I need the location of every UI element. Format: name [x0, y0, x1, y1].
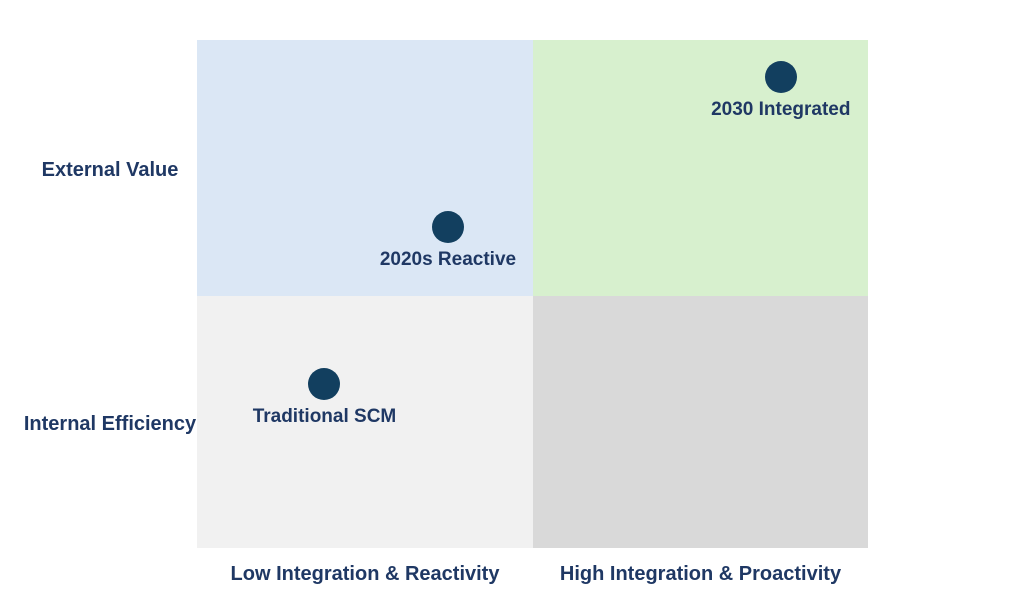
2020s-reactive-label: 2020s Reactive — [379, 248, 517, 270]
quadrant-top-left — [197, 40, 533, 296]
traditional-scm-marker-dot — [308, 367, 341, 400]
quadrant-top-right — [533, 40, 868, 296]
quadrant-matrix: Traditional SCM 2020s Reactive 2030 Inte… — [197, 40, 868, 548]
x-axis-label-high-integration: High Integration & Proactivity — [559, 563, 842, 585]
y-axis-label-internal-efficiency: Internal Efficiency — [23, 413, 197, 435]
y-axis-label-external-value: External Value — [41, 159, 179, 181]
2030-integrated-label: 2030 Integrated — [711, 99, 851, 121]
2030-integrated-marker-dot — [764, 61, 797, 94]
x-axis-label-low-integration: Low Integration & Reactivity — [230, 563, 500, 585]
2020s-reactive-marker-dot — [431, 210, 464, 243]
traditional-scm-label: Traditional SCM — [252, 405, 397, 427]
quadrant-bottom-left — [197, 296, 533, 548]
quadrant-bottom-right — [533, 296, 868, 548]
